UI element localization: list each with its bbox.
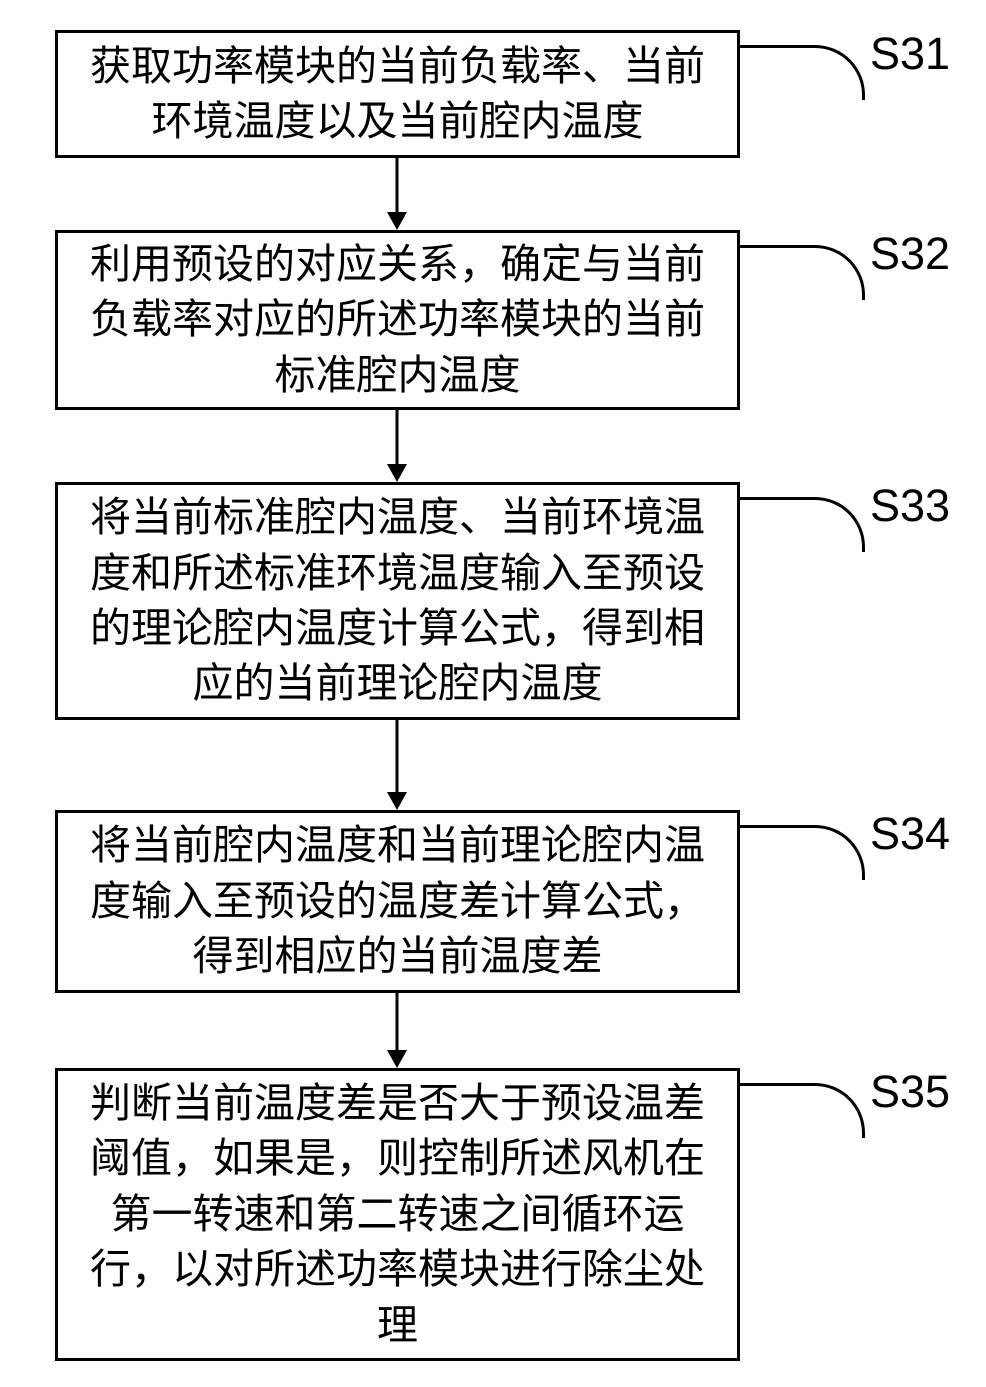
step-box-s32: 利用预设的对应关系，确定与当前负载率对应的所述功率模块的当前标准腔内温度 <box>55 230 740 410</box>
label-connector-s32 <box>740 245 865 300</box>
step-label-s33: S33 <box>870 480 950 532</box>
step-box-s35: 判断当前温度差是否大于预设温差阈值，如果是，则控制所述风机在第一转速和第二转速之… <box>55 1068 740 1361</box>
step-box-s31: 获取功率模块的当前负载率、当前环境温度以及当前腔内温度 <box>55 30 740 158</box>
step-box-s33: 将当前标准腔内温度、当前环境温度和所述标准环境温度输入至预设的理论腔内温度计算公… <box>55 482 740 720</box>
step-label-s32: S32 <box>870 228 950 280</box>
flowchart-container: 获取功率模块的当前负载率、当前环境温度以及当前腔内温度 S31 利用预设的对应关… <box>0 0 986 1387</box>
step-text: 利用预设的对应关系，确定与当前负载率对应的所述功率模块的当前标准腔内温度 <box>88 237 707 403</box>
step-box-s34: 将当前腔内温度和当前理论腔内温度输入至预设的温度差计算公式，得到相应的当前温度差 <box>55 810 740 993</box>
label-connector-s33 <box>740 497 865 552</box>
label-connector-s35 <box>740 1083 865 1138</box>
step-label-s31: S31 <box>870 28 950 80</box>
step-text: 获取功率模块的当前负载率、当前环境温度以及当前腔内温度 <box>88 39 707 150</box>
step-label-s34: S34 <box>870 808 950 860</box>
step-text: 将当前标准腔内温度、当前环境温度和所述标准环境温度输入至预设的理论腔内温度计算公… <box>88 490 707 711</box>
step-text: 判断当前温度差是否大于预设温差阈值，如果是，则控制所述风机在第一转速和第二转速之… <box>88 1076 707 1353</box>
label-connector-s31 <box>740 45 865 100</box>
step-label-s35: S35 <box>870 1066 950 1118</box>
step-text: 将当前腔内温度和当前理论腔内温度输入至预设的温度差计算公式，得到相应的当前温度差 <box>88 818 707 984</box>
label-connector-s34 <box>740 825 865 880</box>
